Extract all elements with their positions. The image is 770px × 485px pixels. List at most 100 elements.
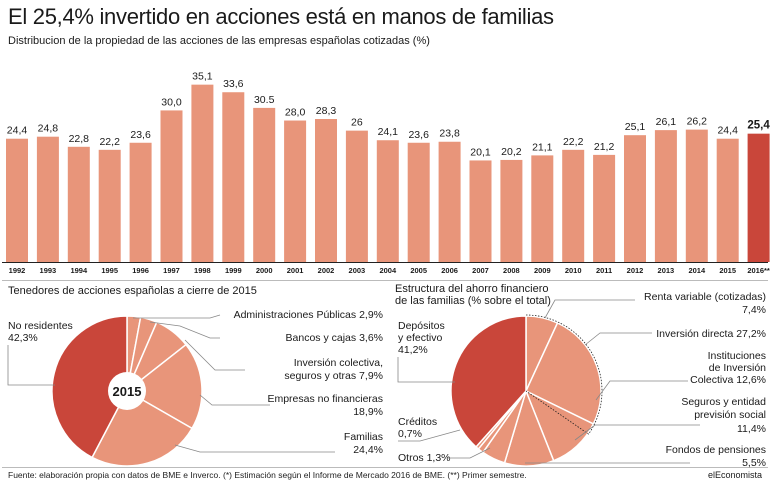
bar-value-label: 24,1 bbox=[378, 126, 399, 138]
bar-value-label: 30,0 bbox=[161, 96, 182, 108]
x-tick-label: 2009 bbox=[534, 266, 551, 275]
bar-1995 bbox=[98, 149, 121, 262]
x-tick-label: 1997 bbox=[163, 266, 180, 275]
pie2-title-line2: de las familias (% sobre el total) bbox=[395, 295, 551, 307]
pie1-slice-3 bbox=[125, 343, 203, 430]
label-depositos-value: 41,2% bbox=[398, 344, 428, 356]
x-tick-label: 2007 bbox=[472, 266, 489, 275]
bar-value-label: 21,1 bbox=[532, 141, 553, 153]
x-tick-label: 2015 bbox=[719, 266, 736, 275]
pie2-cotizadas-outline bbox=[525, 314, 603, 435]
bar-2004 bbox=[376, 140, 399, 262]
label-seguros-2: previsión social bbox=[694, 409, 766, 421]
brand-logo: elEconomista bbox=[707, 470, 762, 480]
pie1-center-hole bbox=[108, 372, 146, 410]
bar-value-label: 25,1 bbox=[625, 121, 646, 133]
bar-value-label: 28,3 bbox=[316, 105, 337, 117]
bar-2014 bbox=[685, 129, 708, 262]
bar-value-label: 21,2 bbox=[594, 141, 615, 153]
x-tick-label: 2003 bbox=[349, 266, 366, 275]
bar-2012 bbox=[624, 135, 646, 262]
bar-value-label: 22,2 bbox=[563, 136, 584, 148]
label-creditos: Créditos bbox=[398, 416, 437, 428]
x-tick-label: 2006 bbox=[441, 266, 458, 275]
x-tick-label: 2011 bbox=[596, 266, 612, 275]
leader-depositos bbox=[397, 357, 455, 383]
label-renta-variable: Renta variable (cotizadas) bbox=[644, 291, 766, 303]
x-tick-label: 2001 bbox=[287, 266, 304, 275]
x-tick-label: 2016** bbox=[747, 266, 770, 275]
x-tick-label: 1995 bbox=[101, 266, 118, 275]
label-seguros-value: 11,4% bbox=[737, 423, 766, 435]
x-tick-label: 2002 bbox=[318, 266, 335, 275]
pie1-slice-4 bbox=[91, 389, 194, 467]
bar-value-label: 26,1 bbox=[656, 116, 677, 128]
bar-2003 bbox=[345, 130, 368, 262]
bar-value-label: 26,2 bbox=[687, 116, 708, 128]
label-depositos-1: Depósitos bbox=[398, 320, 445, 332]
bar-value-label: 23,8 bbox=[439, 128, 460, 140]
leader-inversion-directa bbox=[584, 332, 652, 346]
bar-value-label: 23,6 bbox=[130, 129, 151, 141]
label-creditos-value: 0,7% bbox=[398, 428, 422, 440]
bar-value-label: 25,4 bbox=[747, 120, 770, 132]
pie2-slice-7 bbox=[450, 315, 527, 448]
label-familias: Familias bbox=[344, 431, 383, 443]
leader-seguros bbox=[574, 424, 700, 441]
leader-otros bbox=[448, 447, 491, 459]
label-iic-3: Colectiva 12,6% bbox=[690, 374, 766, 386]
bar-value-label: 22,8 bbox=[69, 133, 90, 145]
label-iic-2: de Inversión bbox=[709, 362, 766, 374]
bar-value-label: 28,0 bbox=[285, 107, 306, 119]
bar-2013 bbox=[654, 130, 677, 262]
leader-inversion bbox=[184, 339, 245, 371]
bar-2007 bbox=[469, 160, 492, 262]
x-tick-label: 1992 bbox=[9, 266, 26, 275]
bar-2011 bbox=[593, 154, 616, 262]
x-tick-label: 2005 bbox=[410, 266, 427, 275]
bar-value-label: 35,1 bbox=[192, 71, 213, 83]
bar-1994 bbox=[67, 146, 90, 262]
label-fondos-value: 5,5% bbox=[742, 457, 766, 469]
leader-admin bbox=[133, 314, 221, 319]
bar-value-label: 20,2 bbox=[501, 146, 522, 158]
x-tick-label: 2000 bbox=[256, 266, 273, 275]
x-tick-label: 2010 bbox=[565, 266, 582, 275]
label-otros: Otros 1,3% bbox=[398, 452, 451, 464]
bar-value-label: 24,4 bbox=[717, 125, 738, 137]
bar-1996 bbox=[129, 142, 152, 262]
bar-2001 bbox=[284, 120, 307, 263]
bar-2015 bbox=[716, 138, 739, 262]
label-inversion-colectiva-1: Inversión colectiva, bbox=[294, 357, 383, 369]
pie2-title-line1: Estructura del ahorro financiero bbox=[395, 283, 549, 295]
leader-renta bbox=[544, 299, 635, 319]
leader-empresas bbox=[199, 394, 270, 406]
chart-title: El 25,4% invertido en acciones está en m… bbox=[8, 4, 554, 29]
x-tick-label: 2014 bbox=[688, 266, 706, 275]
x-tick-label: 1999 bbox=[225, 266, 242, 275]
leader-creditos bbox=[398, 429, 461, 442]
label-depositos-2: y efectivo bbox=[398, 332, 443, 344]
label-empresas-value: 18,9% bbox=[353, 406, 383, 418]
pie1-title: Tenedores de acciones españolas a cierre… bbox=[8, 285, 257, 297]
bar-2016** bbox=[747, 133, 770, 262]
label-inversion-directa: Inversión directa 27,2% bbox=[656, 328, 766, 340]
pie1-center-label: 2015 bbox=[113, 384, 142, 399]
bar-2002 bbox=[315, 119, 337, 262]
x-tick-label: 2013 bbox=[658, 266, 675, 275]
bar-value-label: 20,1 bbox=[470, 146, 491, 158]
x-tick-label: 1993 bbox=[40, 266, 57, 275]
bar-value-label: 24,4 bbox=[7, 125, 28, 137]
bar-2006 bbox=[438, 141, 461, 262]
bar-1998 bbox=[191, 84, 214, 262]
bar-2009 bbox=[531, 155, 554, 262]
pie1-slice-5 bbox=[51, 315, 128, 459]
bar-2008 bbox=[500, 159, 523, 262]
bar-value-label: 22,2 bbox=[99, 136, 120, 148]
label-no-residentes-value: 42,3% bbox=[8, 332, 38, 344]
bar-1993 bbox=[36, 136, 59, 262]
bar-value-label: 26 bbox=[351, 117, 363, 129]
leader-bancos bbox=[149, 321, 220, 339]
label-fondos-pensiones: Fondos de pensiones bbox=[666, 444, 766, 456]
